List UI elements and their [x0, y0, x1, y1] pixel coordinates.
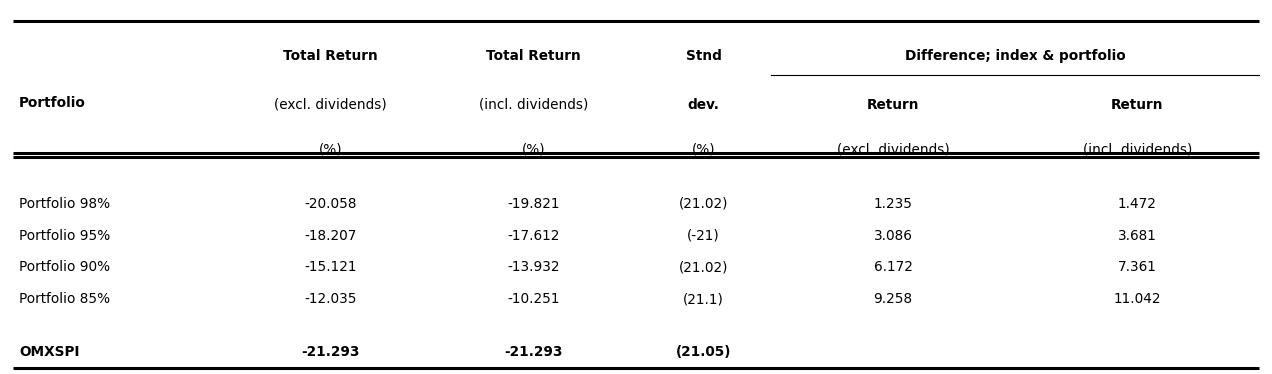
Text: 1.235: 1.235 — [874, 197, 912, 211]
Text: Difference; index & portfolio: Difference; index & portfolio — [904, 49, 1126, 63]
Text: (21.05): (21.05) — [675, 344, 731, 359]
Text: 6.172: 6.172 — [874, 260, 912, 275]
Text: -18.207: -18.207 — [304, 229, 357, 243]
Text: -15.121: -15.121 — [304, 260, 357, 275]
Text: Portfolio 98%: Portfolio 98% — [19, 197, 111, 211]
Text: Portfolio 95%: Portfolio 95% — [19, 229, 111, 243]
Text: Total Return: Total Return — [284, 49, 378, 63]
Text: (excl. dividends): (excl. dividends) — [837, 142, 949, 157]
Text: (21.1): (21.1) — [683, 292, 724, 306]
Text: Portfolio 90%: Portfolio 90% — [19, 260, 111, 275]
Text: -17.612: -17.612 — [508, 229, 560, 243]
Text: 9.258: 9.258 — [874, 292, 912, 306]
Text: Total Return: Total Return — [486, 49, 580, 63]
Text: Portfolio 85%: Portfolio 85% — [19, 292, 111, 306]
Text: dev.: dev. — [688, 98, 720, 112]
Text: (%): (%) — [522, 142, 544, 157]
Text: (incl. dividends): (incl. dividends) — [478, 98, 588, 112]
Text: (excl. dividends): (excl. dividends) — [275, 98, 387, 112]
Text: -21.293: -21.293 — [301, 344, 360, 359]
Text: 3.086: 3.086 — [874, 229, 912, 243]
Text: -20.058: -20.058 — [304, 197, 357, 211]
Text: -10.251: -10.251 — [508, 292, 560, 306]
Text: -13.932: -13.932 — [508, 260, 560, 275]
Text: (21.02): (21.02) — [679, 197, 728, 211]
Text: (-21): (-21) — [687, 229, 720, 243]
Text: 3.681: 3.681 — [1118, 229, 1156, 243]
Text: Stnd: Stnd — [686, 49, 721, 63]
Text: Return: Return — [866, 98, 920, 112]
Text: 7.361: 7.361 — [1118, 260, 1156, 275]
Text: (%): (%) — [319, 142, 342, 157]
Text: 11.042: 11.042 — [1113, 292, 1161, 306]
Text: (21.02): (21.02) — [679, 260, 728, 275]
Text: -19.821: -19.821 — [508, 197, 560, 211]
Text: Portfolio: Portfolio — [19, 96, 86, 110]
Text: 1.472: 1.472 — [1118, 197, 1156, 211]
Text: Return: Return — [1110, 98, 1164, 112]
Text: OMXSPI: OMXSPI — [19, 344, 80, 359]
Text: (%): (%) — [692, 142, 715, 157]
Text: (incl. dividends): (incl. dividends) — [1082, 142, 1192, 157]
Text: -12.035: -12.035 — [304, 292, 357, 306]
Text: -21.293: -21.293 — [504, 344, 562, 359]
